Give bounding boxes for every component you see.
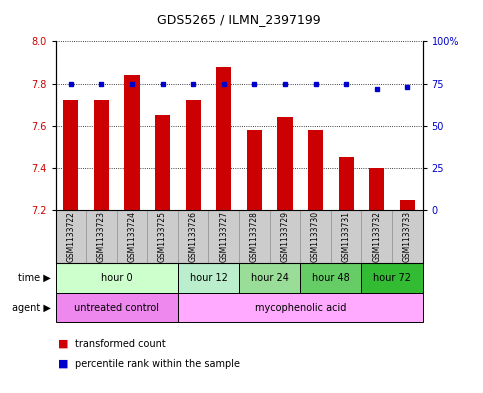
Bar	[277, 118, 293, 210]
Text: GSM1133724: GSM1133724	[128, 211, 137, 262]
Text: GSM1133729: GSM1133729	[281, 211, 289, 262]
Bar	[308, 130, 323, 210]
Text: GSM1133733: GSM1133733	[403, 211, 412, 263]
Text: hour 48: hour 48	[312, 273, 350, 283]
Text: GSM1133732: GSM1133732	[372, 211, 381, 262]
Bar	[400, 200, 415, 210]
Text: agent ▶: agent ▶	[12, 303, 51, 312]
Bar	[94, 101, 109, 210]
Text: GSM1133731: GSM1133731	[341, 211, 351, 262]
Text: hour 24: hour 24	[251, 273, 289, 283]
Bar	[216, 67, 231, 210]
Bar	[63, 101, 78, 210]
Bar	[125, 75, 140, 210]
Text: percentile rank within the sample: percentile rank within the sample	[75, 358, 240, 369]
Text: GSM1133730: GSM1133730	[311, 211, 320, 263]
Bar	[185, 101, 201, 210]
Text: transformed count: transformed count	[75, 339, 166, 349]
Text: time ▶: time ▶	[18, 273, 51, 283]
Text: untreated control: untreated control	[74, 303, 159, 312]
Text: GDS5265 / ILMN_2397199: GDS5265 / ILMN_2397199	[157, 13, 321, 26]
Text: ■: ■	[58, 358, 69, 369]
Text: mycophenolic acid: mycophenolic acid	[255, 303, 346, 312]
Bar	[247, 130, 262, 210]
Text: hour 72: hour 72	[373, 273, 411, 283]
Text: GSM1133726: GSM1133726	[189, 211, 198, 262]
Text: GSM1133728: GSM1133728	[250, 211, 259, 262]
Text: hour 12: hour 12	[189, 273, 227, 283]
Text: GSM1133722: GSM1133722	[66, 211, 75, 262]
Bar	[155, 115, 170, 210]
Text: GSM1133727: GSM1133727	[219, 211, 228, 262]
Bar	[369, 168, 384, 210]
Bar	[339, 158, 354, 210]
Text: GSM1133723: GSM1133723	[97, 211, 106, 262]
Text: GSM1133725: GSM1133725	[158, 211, 167, 262]
Text: ■: ■	[58, 339, 69, 349]
Text: hour 0: hour 0	[101, 273, 132, 283]
